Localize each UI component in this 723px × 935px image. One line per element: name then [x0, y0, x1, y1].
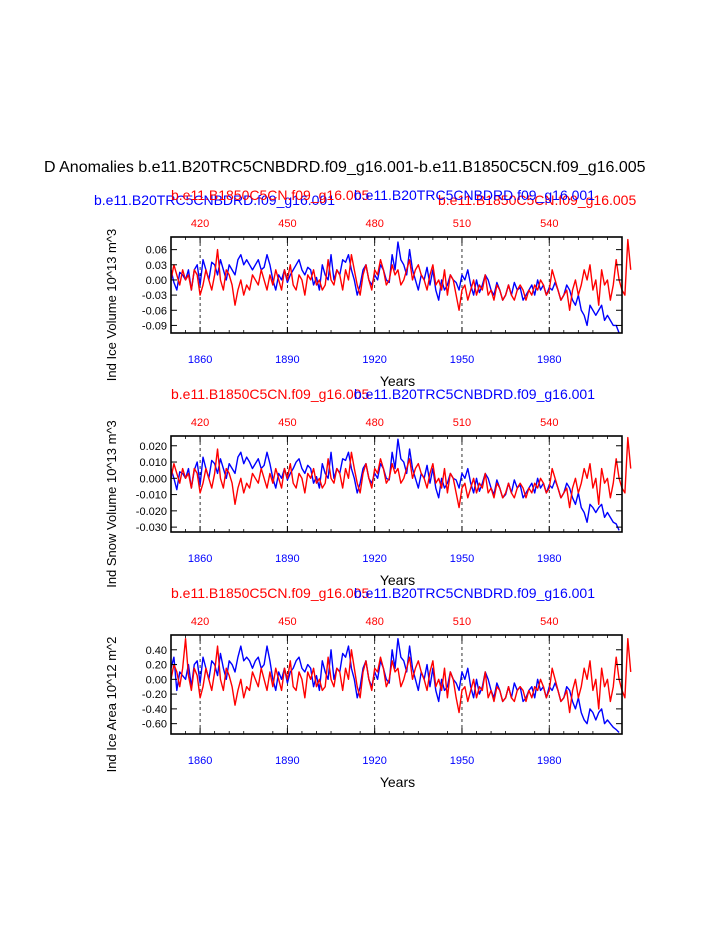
figure-title: D Anomalies b.e11.B20TRC5CNBDRD.f09_g16.…	[44, 159, 646, 176]
figure-left-label: b.e11.B20TRC5CNBDRD.f09_g16.001	[94, 192, 335, 208]
x-top-tick-label: 510	[453, 218, 471, 230]
x-axis-title: Years	[380, 373, 415, 389]
top-label-control: b.e11.B1850C5CN.f09_g16.005	[171, 585, 369, 601]
x-top-tick-label: 510	[453, 417, 471, 429]
x-axis-title: Years	[380, 572, 415, 588]
series-line-control	[170, 436, 632, 509]
y-tick-label: -0.030	[136, 522, 167, 534]
x-bottom-tick-label: 1920	[362, 755, 386, 767]
x-top-tick-label: 420	[191, 417, 209, 429]
chart-panel-2: 0.020 0.010 0.000 -0.010 -0.020 -0.030 1860 189…	[104, 386, 632, 588]
x-bottom-tick-label: 1860	[188, 755, 212, 767]
x-top-tick-label: 450	[278, 616, 296, 628]
y-tick-label: 0.010	[139, 457, 167, 469]
x-top-tick-label: 480	[365, 616, 383, 628]
x-bottom-tick-label: 1920	[362, 553, 386, 565]
plot-frame	[170, 236, 623, 334]
y-tick-label: 0.06	[146, 245, 167, 257]
y-tick-label: 0.20	[146, 660, 167, 672]
top-label-control: b.e11.B1850C5CN.f09_g16.005	[171, 386, 369, 402]
y-tick-label: -0.09	[142, 320, 167, 332]
x-bottom-tick-label: 1860	[188, 354, 212, 366]
y-tick-label: -0.60	[142, 719, 167, 731]
y-tick-label: -0.010	[136, 490, 167, 502]
y-tick-label: -0.03	[142, 290, 167, 302]
x-bottom-tick-label: 1950	[450, 755, 474, 767]
x-top-tick-label: 450	[278, 218, 296, 230]
y-axis-title: Ind Ice Area 10^12 m^2	[104, 637, 119, 773]
x-bottom-tick-label: 1890	[275, 553, 299, 565]
x-top-tick-label: 540	[540, 417, 558, 429]
x-top-tick-label: 510	[453, 616, 471, 628]
x-top-tick-label: 480	[365, 417, 383, 429]
x-top-tick-label: 420	[191, 218, 209, 230]
x-bottom-tick-label: 1920	[362, 354, 386, 366]
y-tick-label: 0.03	[146, 260, 167, 272]
x-top-tick-label: 450	[278, 417, 296, 429]
plot-frame	[170, 435, 623, 533]
series-line-control	[170, 637, 632, 714]
y-tick-label: 0.00	[146, 275, 167, 287]
x-top-tick-label: 480	[365, 218, 383, 230]
x-axis-title: Years	[380, 774, 415, 790]
x-bottom-tick-label: 1890	[275, 354, 299, 366]
x-bottom-tick-label: 1860	[188, 553, 212, 565]
y-axis-title: Ind Ice Volume 10^13 m^3	[104, 229, 119, 381]
x-bottom-tick-label: 1950	[450, 354, 474, 366]
y-tick-label: -0.020	[136, 506, 167, 518]
x-bottom-tick-label: 1890	[275, 755, 299, 767]
x-bottom-tick-label: 1950	[450, 553, 474, 565]
y-tick-label: -0.40	[142, 704, 167, 716]
y-tick-label: -0.06	[142, 305, 167, 317]
top-label-historical: b.e11.B20TRC5CNBDRD.f09_g16.001	[354, 585, 595, 601]
y-tick-label: 0.020	[139, 441, 167, 453]
top-label-historical: b.e11.B20TRC5CNBDRD.f09_g16.001	[354, 386, 595, 402]
top-label-historical: b.e11.B20TRC5CNBDRD.f09_g16.001	[354, 187, 595, 203]
y-tick-label: -0.20	[142, 689, 167, 701]
x-top-tick-label: 540	[540, 616, 558, 628]
series-line-historical	[170, 637, 620, 734]
y-tick-label: 0.000	[139, 473, 167, 485]
x-bottom-tick-label: 1980	[537, 553, 561, 565]
chart-panel-3: 0.40 0.20 0.00 -0.20 -0.40 -0.60 1860 1890 1920 1…	[104, 585, 632, 790]
x-bottom-tick-label: 1980	[537, 354, 561, 366]
x-top-tick-label: 540	[540, 218, 558, 230]
y-tick-label: 0.40	[146, 645, 167, 657]
figure-right-label: b.e11.B1850C5CN.f09_g16.005	[438, 192, 636, 208]
y-axis-title: Ind Snow Volume 10^13 m^3	[104, 420, 119, 588]
plot-frame	[170, 634, 623, 735]
chart-panel-1: 0.06 0.03 0.00 -0.03 -0.06 -0.09 1860 1890 1920 1…	[104, 187, 632, 389]
series-line-control	[170, 238, 632, 311]
x-bottom-tick-label: 1980	[537, 755, 561, 767]
top-label-control: b.e11.B1850C5CN.f09_g16.005	[171, 187, 369, 203]
y-tick-label: 0.00	[146, 674, 167, 686]
x-top-tick-label: 420	[191, 616, 209, 628]
